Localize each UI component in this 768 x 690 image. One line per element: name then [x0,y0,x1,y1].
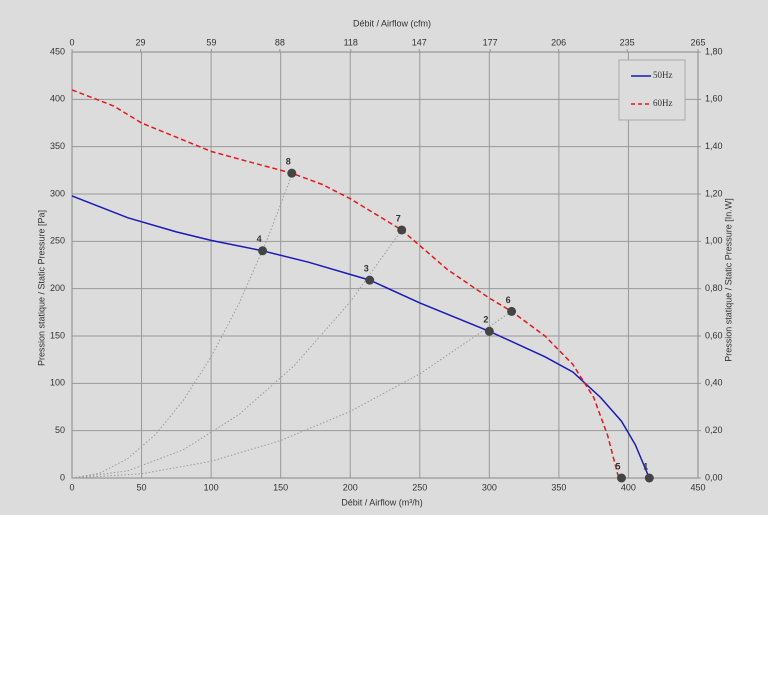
x-tick-label: 150 [273,482,288,492]
x-tick-label: 350 [551,482,566,492]
x-tick-label: 400 [621,482,636,492]
series-line [71,195,650,479]
x2-tick-label: 235 [620,37,635,47]
y-tick-label: 0 [60,472,65,482]
y-tick-label: 400 [50,94,65,104]
point-label: 3 [364,264,369,274]
x-tick-label: 250 [412,482,427,492]
operating-point [507,306,517,316]
point-label: 7 [396,213,401,223]
y2-tick-label: 0,60 [705,330,723,340]
x-tick-label: 0 [69,482,74,492]
operating-point [397,225,407,235]
operating-point [287,168,297,178]
y-tick-label: 50 [55,425,65,435]
x2-tick-label: 177 [483,37,498,47]
point-label: 6 [506,295,511,305]
y2-tick-label: 1,40 [705,141,723,151]
point-label: 2 [483,315,488,325]
y2-tick-label: 0,20 [705,425,723,435]
operating-point [365,275,375,285]
y-tick-label: 200 [50,283,65,293]
x2-tick-label: 59 [206,37,216,47]
x-axis-title: Débit / Airflow (m³/h) [341,497,423,507]
y2-tick-label: 0,00 [705,472,723,482]
x-tick-label: 100 [204,482,219,492]
operating-point [258,246,268,256]
operating-point [644,473,654,483]
x2-tick-label: 118 [344,37,358,47]
x2-tick-label: 0 [69,37,74,47]
x2-tick-label: 29 [135,37,145,47]
operating-point [484,326,494,336]
x-tick-label: 300 [482,482,497,492]
x-tick-label: 450 [690,482,705,492]
y-tick-label: 250 [50,236,65,246]
x-tick-label: 200 [343,482,358,492]
legend-label: 60Hz [653,98,673,108]
y-tick-label: 100 [50,378,65,388]
y-tick-label: 300 [50,188,65,198]
y2-tick-label: 0,80 [705,283,723,293]
system-curve [71,229,403,479]
x2-tick-label: 265 [690,37,705,47]
y2-tick-label: 1,20 [705,188,723,198]
legend-box [618,59,686,121]
x2-tick-label: 147 [412,37,427,47]
x-tick-label: 50 [137,482,147,492]
y2-axis-title: Pression statique / Static Pressure [In.… [723,198,733,362]
x2-tick-label: 88 [275,37,285,47]
point-label: 8 [286,157,291,167]
point-label: 1 [643,461,648,471]
legend-label: 50Hz [653,70,673,80]
y2-tick-label: 0,40 [705,378,723,388]
system-curve [71,174,293,479]
plot-frame [71,51,699,479]
x2-tick-label: 206 [551,37,566,47]
y-tick-label: 450 [50,46,65,56]
point-label: 5 [615,461,620,471]
y2-tick-label: 1,00 [705,236,723,246]
y-tick-label: 350 [50,141,65,151]
x2-axis-title: Débit / Airflow (cfm) [353,18,431,28]
y-tick-label: 150 [50,330,65,340]
operating-point [616,473,626,483]
y2-tick-label: 1,80 [705,46,723,56]
y2-tick-label: 1,60 [705,94,723,104]
y-axis-title: Pression statique / Static Pressure [Pa] [36,210,46,366]
point-label: 4 [257,234,262,244]
